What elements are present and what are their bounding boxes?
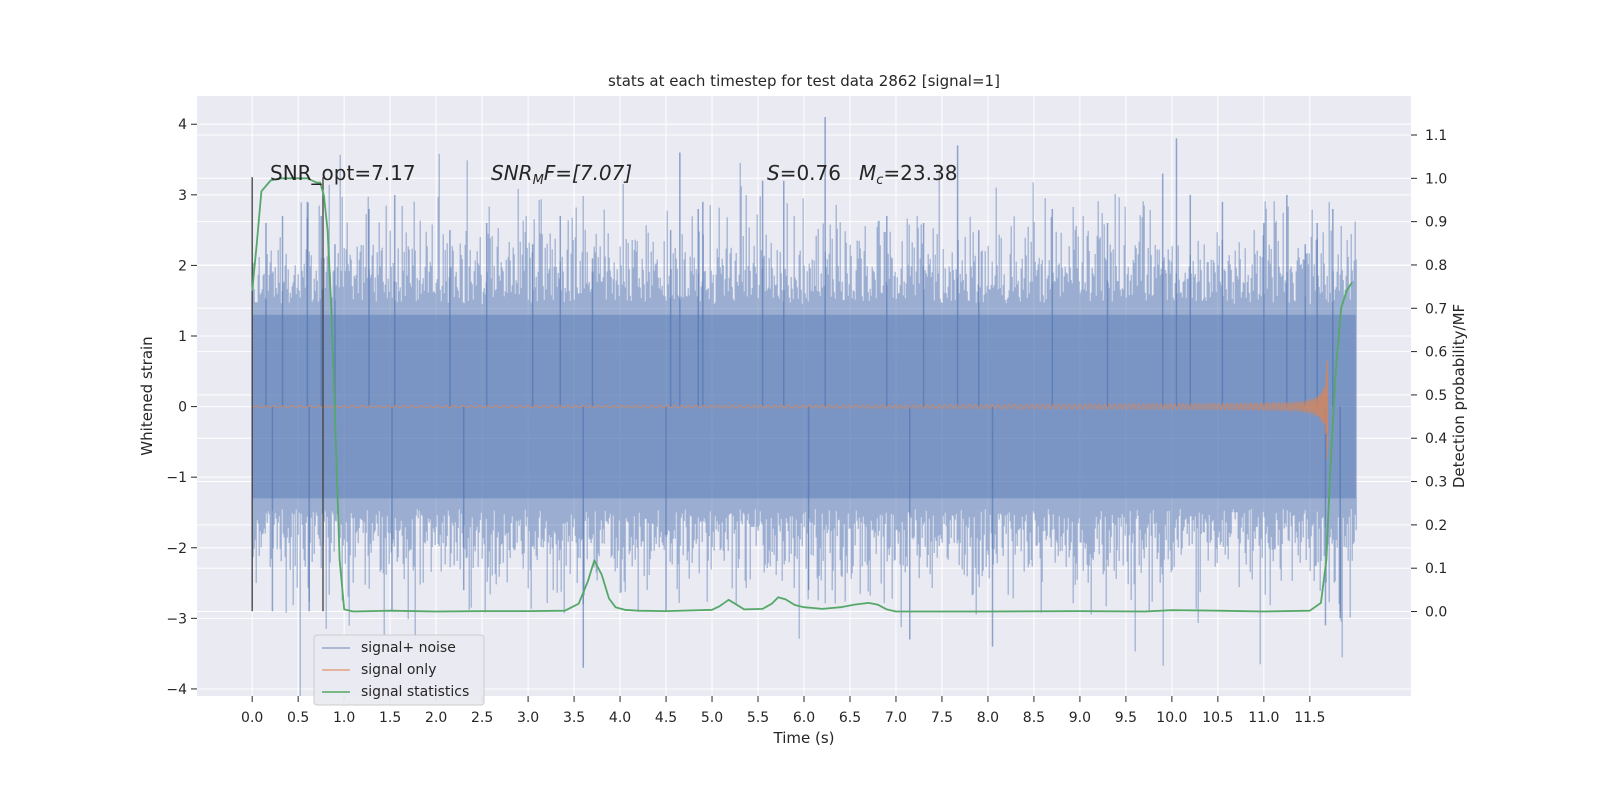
signal-statistics-line (251, 177, 1353, 613)
vertical-markers (251, 177, 324, 612)
x-tick-label: 11.5 (1294, 710, 1325, 726)
x-tick-label: 6.5 (839, 710, 861, 726)
annotation-snr-opt: SNR_opt=7.17 (270, 161, 416, 185)
y-right-tick-label: 0.8 (1425, 258, 1447, 274)
annotation-s-rest: =0.76 (780, 161, 841, 185)
y-right-tick-label: 0.4 (1425, 431, 1447, 447)
y-right-tick-label: 0.3 (1425, 475, 1447, 491)
y-right-tick-label: 0.7 (1425, 301, 1447, 317)
annotation-snr-mf-sub: M (533, 173, 544, 188)
annotation-mc: Mc=23.38 (859, 161, 957, 188)
y-right-tick-label: 0.5 (1425, 388, 1447, 404)
y-right-tick-label: 1.0 (1425, 171, 1447, 187)
x-tick-label: 4.0 (609, 710, 631, 726)
y-tick-label: −2 (166, 541, 187, 557)
x-tick-label: 5.0 (701, 710, 723, 726)
x-axis-label: Time (s) (773, 729, 835, 747)
y-right-tick-label: 0.9 (1425, 215, 1447, 231)
y-right-tick-label: 0.2 (1425, 518, 1447, 534)
y-tick-label: 1 (178, 329, 187, 345)
y-tick-label: 3 (178, 188, 187, 204)
x-tick-label: 11.0 (1248, 710, 1279, 726)
x-tick-label: 2.5 (471, 710, 493, 726)
annotation-mc-rest: =23.38 (883, 161, 957, 185)
y-axis-label-right: Detection probability/MF (1450, 304, 1468, 488)
annotation-s-main: S (767, 161, 780, 185)
annotation-s: S=0.76 (767, 161, 841, 185)
y-right-tick-label: 0.0 (1425, 605, 1447, 621)
x-tick-label: 8.5 (1023, 710, 1045, 726)
left-y-axis: 4 3 2 1 0 −1 −2 −3 −4 (166, 117, 197, 698)
x-tick-label: 2.0 (425, 710, 447, 726)
legend-label-signal-noise: signal+ noise (361, 640, 456, 656)
y-right-tick-label: 1.1 (1425, 128, 1447, 144)
x-tick-label: 6.0 (793, 710, 815, 726)
y-tick-label: −3 (166, 611, 187, 627)
series-signal-statistics (251, 177, 1353, 613)
series-signal-only (252, 359, 1329, 460)
annotation-snr-mf: SNRMF=[7.07] (491, 161, 632, 188)
y-tick-label: 4 (178, 117, 187, 133)
y-tick-label: 0 (178, 400, 187, 416)
right-y-axis: 1.1 1.0 0.9 0.8 0.7 0.6 0.5 0.4 0.3 0.2 0.1 0.0 (1411, 128, 1447, 621)
legend-box (313, 634, 485, 706)
annotation-mc-main: M (859, 161, 876, 185)
chart-title: stats at each timestep for test data 286… (608, 72, 1000, 90)
legend-label-signal-only: signal only (361, 662, 436, 678)
x-tick-label: 5.5 (747, 710, 769, 726)
x-tick-label: 9.5 (1115, 710, 1137, 726)
annotation-mc-sub: c (876, 173, 883, 188)
signal-only-trace (252, 359, 1329, 460)
x-tick-label: 10.0 (1156, 710, 1187, 726)
x-tick-label: 7.5 (931, 710, 953, 726)
y-right-tick-label: 0.6 (1425, 345, 1447, 361)
x-tick-label: 1.0 (333, 710, 355, 726)
x-tick-label: 1.5 (379, 710, 401, 726)
y-tick-label: −4 (166, 682, 187, 698)
annotation-snr-mf-main: SNR (491, 161, 533, 185)
x-tick-label: 3.5 (563, 710, 585, 726)
y-axis-label-left: Whitened strain (138, 336, 156, 455)
legend: signal+ noise signal only signal statist… (313, 634, 485, 706)
x-tick-label: 9.0 (1069, 710, 1091, 726)
legend-label-signal-statistics: signal statistics (361, 684, 469, 700)
x-tick-label: 3.0 (517, 710, 539, 726)
y-tick-label: −1 (166, 470, 187, 486)
x-tick-label: 10.5 (1202, 710, 1233, 726)
x-tick-label: 0.0 (241, 710, 263, 726)
x-tick-label: 7.0 (885, 710, 907, 726)
x-tick-label: 4.5 (655, 710, 677, 726)
x-tick-label: 8.0 (977, 710, 999, 726)
y-tick-label: 2 (178, 258, 187, 274)
y-right-tick-label: 0.1 (1425, 561, 1447, 577)
x-tick-label: 0.5 (287, 710, 309, 726)
annotation-snr-mf-rest: F=[7.07] (544, 161, 632, 185)
